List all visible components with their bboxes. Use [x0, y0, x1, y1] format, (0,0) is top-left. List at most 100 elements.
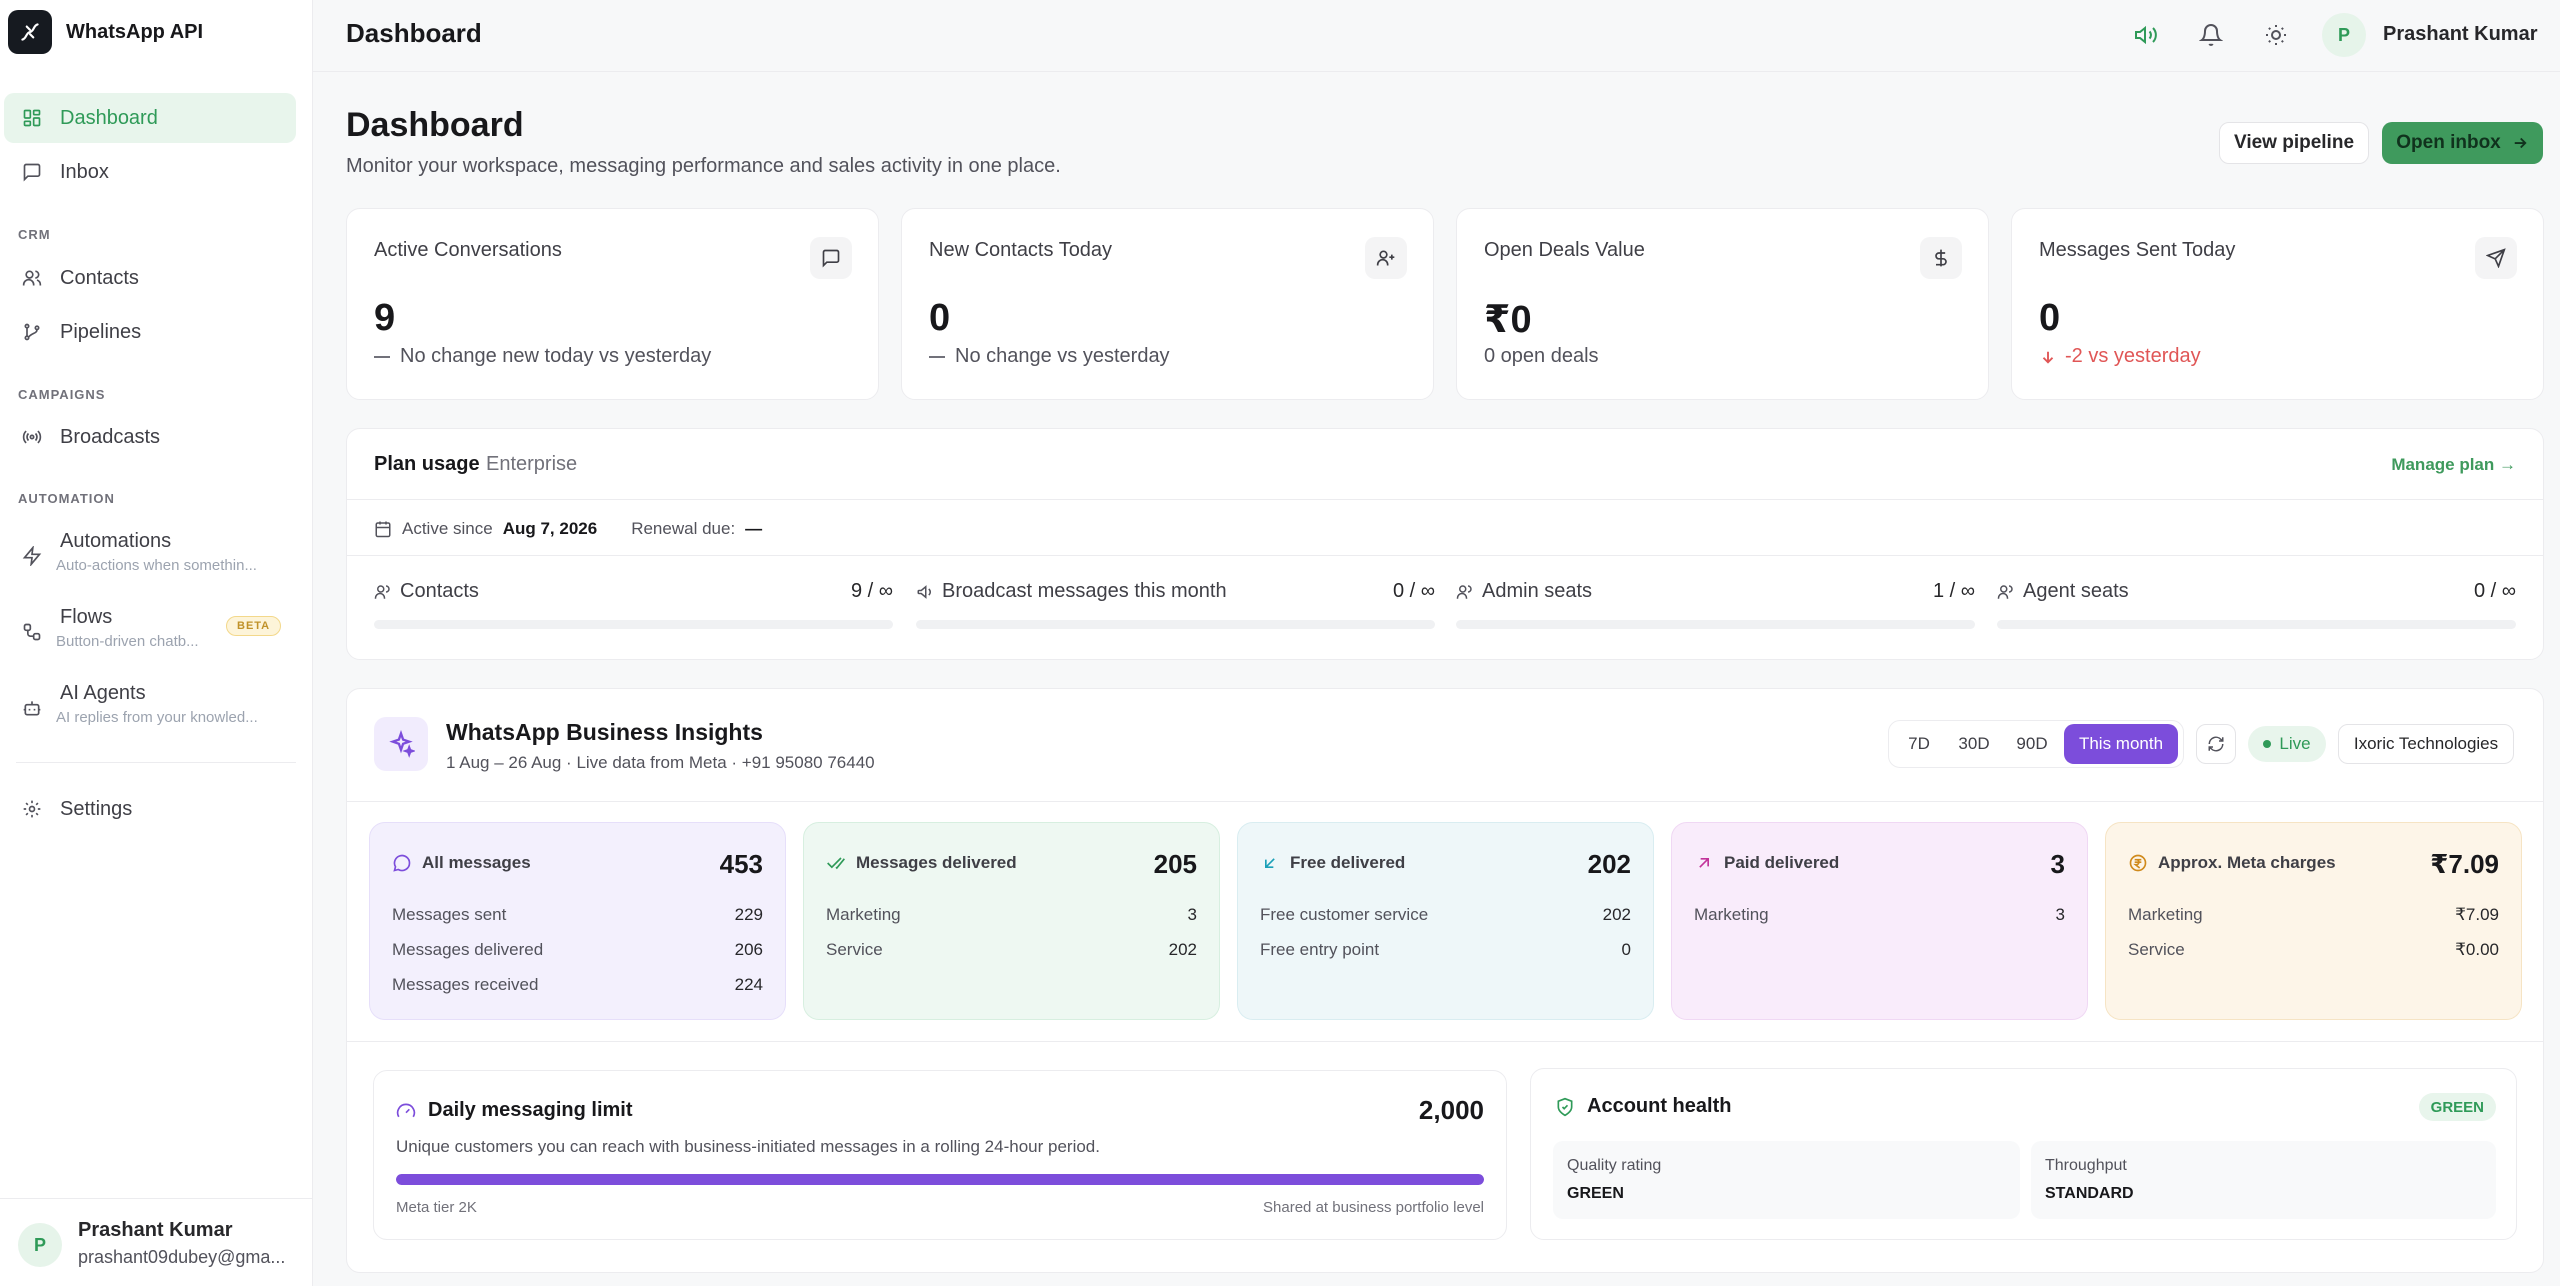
- usage-label: Broadcast messages this month: [916, 580, 1227, 603]
- sidebar-item-ai-agents[interactable]: AI Agents: [4, 678, 296, 730]
- usage-value: 0 / ∞: [2473, 580, 2516, 602]
- sidebar-item-subtitle: Auto-actions when somethin...: [56, 557, 257, 574]
- arrow-down-left-icon: [1260, 853, 1280, 873]
- usage-broadcasts: Broadcast messages this month 0 / ∞: [916, 580, 1435, 640]
- app-name: WhatsApp API: [66, 20, 204, 43]
- sidebar: WhatsApp API Dashboard Inbox CRM Contact…: [0, 0, 313, 1286]
- metric-row-value: 3: [1187, 905, 1197, 924]
- metric-total: 3: [2050, 849, 2065, 879]
- range-30d[interactable]: 30D: [1958, 734, 1990, 753]
- stat-note: -2 vs yesterday: [2039, 345, 2201, 368]
- metric-row-label: Marketing: [1694, 905, 1769, 924]
- users-icon: [374, 583, 392, 601]
- sidebar-item-inbox[interactable]: Inbox: [4, 147, 296, 197]
- renewal-label: Renewal due:: [631, 519, 736, 538]
- user-email: prashant09dubey@gma...: [78, 1247, 286, 1267]
- sidebar-item-settings[interactable]: Settings: [4, 784, 296, 834]
- shield-check-icon: [1555, 1097, 1575, 1117]
- topbar-avatar[interactable]: P: [2322, 13, 2366, 57]
- git-branch-icon: [20, 320, 44, 344]
- stat-label: Open Deals Value: [1484, 239, 1645, 261]
- meta-tier-label: Meta tier 2K: [396, 1199, 477, 1216]
- usage-bar: [374, 620, 893, 629]
- usage-value: 9 / ∞: [850, 580, 893, 602]
- topbar: Dashboard P Prashant Kumar: [313, 0, 2560, 72]
- metric-title-text: Approx. Meta charges: [2158, 853, 2336, 872]
- live-badge: Live: [2248, 726, 2326, 762]
- metric-row: Messages received 224: [392, 975, 763, 995]
- range-this-month[interactable]: This month: [2064, 724, 2178, 764]
- sidebar-item-subtitle: Button-driven chatb...: [56, 633, 199, 650]
- sidebar-user[interactable]: P Prashant Kumar prashant09dubey@gma...: [0, 1198, 313, 1286]
- view-pipeline-button[interactable]: View pipeline: [2219, 122, 2369, 164]
- renewal-value: —: [745, 519, 763, 538]
- stat-note: No change new today vs yesterday: [374, 345, 711, 368]
- metric-title: All messages: [392, 853, 531, 873]
- bell-icon[interactable]: [2196, 20, 2226, 50]
- metric-row: Marketing ₹7.09: [2128, 905, 2499, 925]
- range-7d[interactable]: 7D: [1908, 734, 1930, 753]
- section-automation: AUTOMATION: [18, 491, 115, 506]
- arrow-right-icon: [2511, 134, 2529, 152]
- quality-rating-label: Quality rating: [1567, 1157, 1662, 1174]
- volume-icon[interactable]: [2131, 20, 2161, 50]
- arrow-down-icon: [2039, 348, 2057, 366]
- daily-limit-progress: [396, 1174, 1484, 1185]
- stat-label: Messages Sent Today: [2039, 239, 2236, 261]
- avatar: P: [18, 1223, 62, 1267]
- topbar-user-name[interactable]: Prashant Kumar: [2383, 23, 2538, 45]
- send-icon: [2475, 237, 2517, 279]
- metric-row-value: 0: [1621, 940, 1631, 959]
- sidebar-item-subtitle: AI replies from your knowled...: [56, 709, 258, 726]
- page-title: Dashboard: [346, 106, 524, 144]
- arrow-up-right-icon: [1694, 853, 1714, 873]
- divider: [347, 1041, 2543, 1042]
- insights-subtitle: 1 Aug – 26 Aug · Live data from Meta · +…: [446, 753, 875, 772]
- metric-row-value: 3: [2055, 905, 2065, 924]
- open-inbox-button[interactable]: Open inbox: [2382, 122, 2543, 164]
- account-health-card: Account health GREEN Quality rating GREE…: [1530, 1068, 2517, 1240]
- manage-plan-link[interactable]: Manage plan →: [2391, 455, 2516, 474]
- range-90d[interactable]: 90D: [2016, 734, 2048, 753]
- sidebar-divider: [16, 762, 296, 763]
- sidebar-item-dashboard[interactable]: Dashboard: [4, 93, 296, 143]
- metric-row-label: Messages delivered: [392, 940, 544, 959]
- daily-limit-title: Daily messaging limit: [428, 1099, 633, 1121]
- insights-title: WhatsApp Business Insights: [446, 719, 763, 745]
- app-logo-icon: [8, 10, 52, 54]
- stat-value: ₹0: [1484, 299, 1532, 341]
- users-icon: [1456, 583, 1474, 601]
- usage-label: Admin seats: [1456, 580, 1592, 603]
- settings-gear-icon: [20, 797, 44, 821]
- minus-icon: [374, 355, 390, 358]
- sidebar-item-broadcasts[interactable]: Broadcasts: [4, 412, 296, 462]
- usage-value: 1 / ∞: [1932, 580, 1975, 602]
- refresh-icon[interactable]: [2196, 724, 2236, 764]
- sidebar-item-automations[interactable]: Automations: [4, 526, 296, 578]
- active-since: Active since Aug 7, 2026 Renewal due: —: [374, 519, 762, 539]
- metric-row-value: 224: [734, 975, 763, 994]
- business-selector[interactable]: Ixoric Technologies: [2338, 724, 2514, 764]
- metric-row-label: Marketing: [826, 905, 901, 924]
- throughput-label: Throughput: [2045, 1157, 2127, 1174]
- stat-note-text: No change new today vs yesterday: [400, 345, 712, 367]
- metric-row-value: 202: [1602, 905, 1631, 924]
- metric-row-label: Messages received: [392, 975, 539, 994]
- sun-theme-icon[interactable]: [2261, 20, 2291, 50]
- brand[interactable]: WhatsApp API: [0, 0, 312, 64]
- shared-portfolio-label: Shared at business portfolio level: [1263, 1199, 1484, 1216]
- quality-rating-box: Quality rating GREEN: [1553, 1141, 2020, 1219]
- sidebar-item-flows[interactable]: Flows: [4, 602, 296, 654]
- metric-title-text: All messages: [422, 853, 531, 872]
- page-subtitle: Monitor your workspace, messaging perfor…: [346, 155, 1061, 177]
- metric-title: Messages delivered: [826, 853, 1017, 873]
- sidebar-item-label: Dashboard: [60, 106, 158, 129]
- sidebar-item-pipelines[interactable]: Pipelines: [4, 307, 296, 357]
- plan-title: Plan usage: [374, 453, 480, 475]
- dollar-icon: [1920, 237, 1962, 279]
- stat-card-messages-sent: Messages Sent Today 0 -2 vs yesterday: [2011, 208, 2544, 400]
- stat-note: 0 open deals: [1484, 345, 1599, 367]
- metric-card-delivered: Messages delivered 205 Marketing 3 Servic…: [803, 822, 1220, 1020]
- metric-row-value: 229: [734, 905, 763, 924]
- sidebar-item-contacts[interactable]: Contacts: [4, 253, 296, 303]
